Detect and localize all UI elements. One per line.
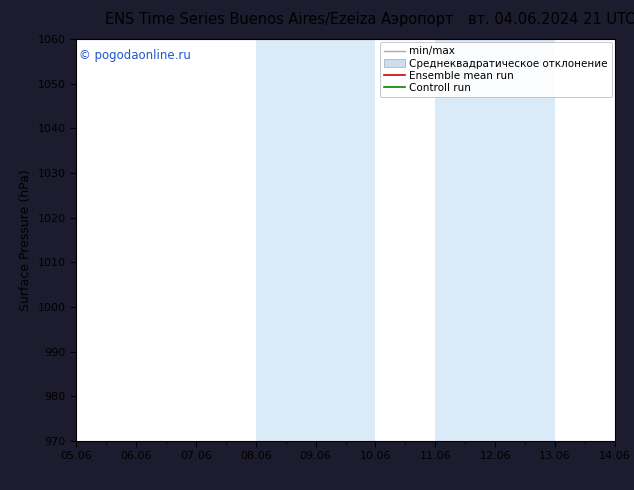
Text: ENS Time Series Buenos Aires/Ezeiza Аэропорт: ENS Time Series Buenos Aires/Ezeiza Аэро…	[105, 12, 453, 27]
Text: © pogodaonline.ru: © pogodaonline.ru	[79, 49, 191, 62]
Bar	[436, 39, 555, 441]
Text: вт. 04.06.2024 21 UTC: вт. 04.06.2024 21 UTC	[468, 12, 634, 27]
Bar	[256, 39, 375, 441]
Y-axis label: Surface Pressure (hPa): Surface Pressure (hPa)	[19, 169, 32, 311]
Legend: min/max, Среднеквадратическое отклонение, Ensemble mean run, Controll run: min/max, Среднеквадратическое отклонение…	[380, 42, 612, 97]
